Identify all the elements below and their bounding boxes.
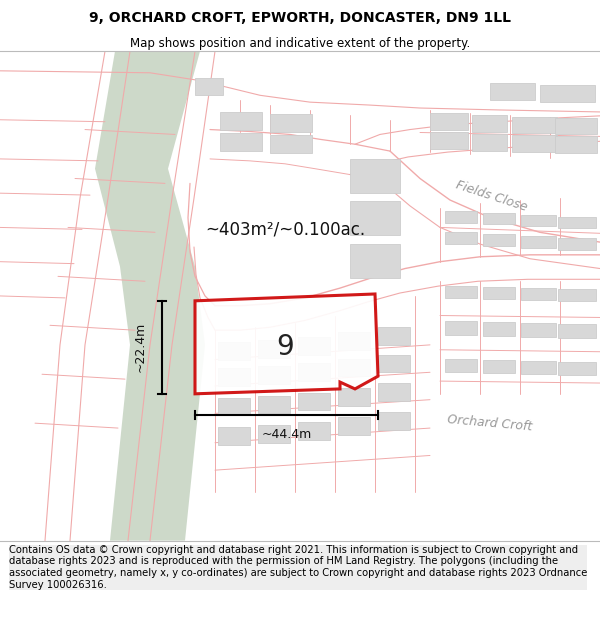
Bar [258, 396, 290, 413]
Bar [220, 112, 262, 129]
Bar [298, 422, 330, 440]
Bar [258, 425, 290, 442]
Bar [558, 217, 596, 228]
Bar [258, 366, 290, 384]
Bar [472, 134, 507, 151]
Bar [378, 328, 410, 345]
Text: Orchard Croft: Orchard Croft [447, 413, 533, 433]
Bar [338, 388, 370, 406]
Bar [270, 114, 312, 131]
Bar [270, 136, 312, 153]
Bar [472, 115, 507, 131]
Bar [558, 361, 596, 375]
Bar [378, 412, 410, 430]
Bar [338, 418, 370, 435]
Bar [558, 289, 596, 301]
Bar [350, 159, 400, 193]
Text: Contains OS data © Crown copyright and database right 2021. This information is : Contains OS data © Crown copyright and d… [9, 545, 587, 589]
Bar [521, 215, 556, 226]
Bar [378, 383, 410, 401]
Bar [350, 244, 400, 278]
Bar [350, 201, 400, 235]
Bar [220, 134, 262, 151]
Polygon shape [195, 294, 378, 394]
Text: ~403m²/~0.100ac.: ~403m²/~0.100ac. [205, 221, 365, 238]
Bar [430, 113, 468, 129]
Bar [540, 84, 595, 102]
Bar [338, 359, 370, 376]
Bar [558, 238, 596, 250]
Bar [512, 136, 557, 152]
Bar [298, 364, 330, 381]
Bar [521, 361, 556, 374]
Bar [195, 78, 223, 95]
Bar [555, 118, 597, 134]
Bar [338, 332, 370, 350]
Bar [483, 213, 515, 224]
Bar [218, 368, 250, 386]
Polygon shape [95, 51, 205, 541]
Bar [218, 398, 250, 416]
Bar [483, 359, 515, 373]
Bar [445, 232, 477, 244]
Bar [445, 321, 477, 335]
Bar [558, 324, 596, 338]
Bar [445, 211, 477, 222]
Bar [298, 393, 330, 411]
Bar [445, 286, 477, 298]
Bar [521, 236, 556, 248]
Bar [218, 342, 250, 359]
Bar [430, 132, 468, 149]
Bar [555, 136, 597, 153]
Text: 9: 9 [276, 333, 294, 361]
Bar [512, 117, 557, 134]
Bar [258, 340, 290, 357]
Bar [445, 359, 477, 372]
Text: ~22.4m: ~22.4m [133, 322, 146, 372]
Bar [521, 288, 556, 300]
Bar [218, 427, 250, 445]
Bar [483, 287, 515, 299]
Text: Fields Close: Fields Close [455, 178, 529, 214]
Text: 9, ORCHARD CROFT, EPWORTH, DONCASTER, DN9 1LL: 9, ORCHARD CROFT, EPWORTH, DONCASTER, DN… [89, 11, 511, 25]
Text: ~44.4m: ~44.4m [262, 428, 311, 441]
Bar [490, 82, 535, 100]
Bar [298, 337, 330, 354]
Bar [521, 323, 556, 337]
Bar [483, 322, 515, 336]
Bar [483, 234, 515, 246]
Text: Map shows position and indicative extent of the property.: Map shows position and indicative extent… [130, 37, 470, 50]
Bar [378, 354, 410, 372]
